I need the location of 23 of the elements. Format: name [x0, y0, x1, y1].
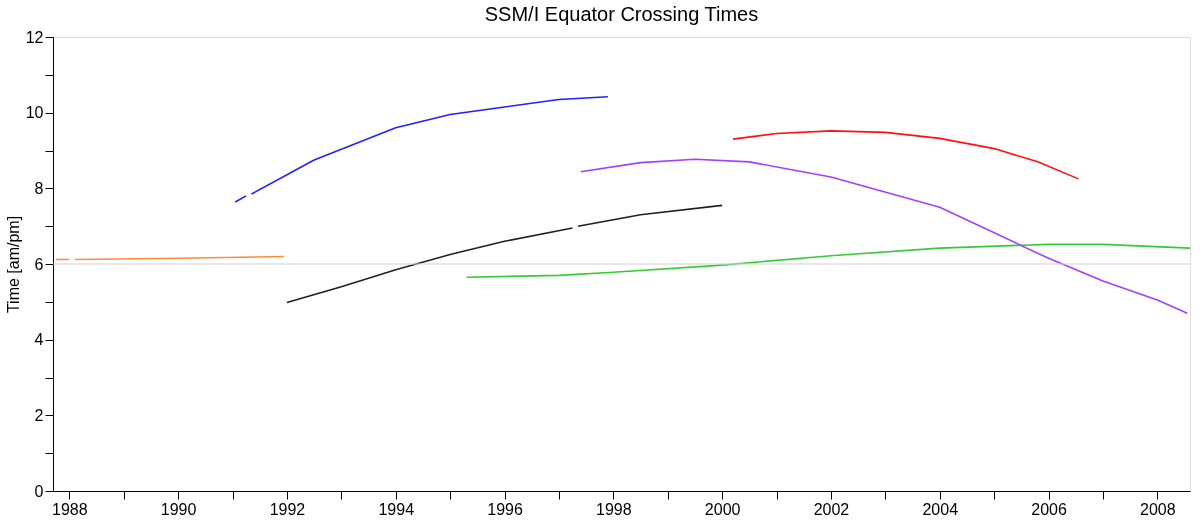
x-tick-label: 1996 — [487, 500, 523, 518]
y-tick-label: 4 — [34, 331, 44, 349]
x-tick-label: 2000 — [704, 500, 741, 518]
x-tick-label: 2004 — [922, 500, 959, 518]
y-tick-label: 12 — [25, 28, 44, 46]
y-tick-label: 10 — [25, 104, 44, 122]
x-tick-label: 2002 — [813, 500, 850, 518]
x-tick-label: 1992 — [269, 500, 306, 518]
chart-title: SSM/I Equator Crossing Times — [484, 3, 759, 25]
y-tick-label: 0 — [34, 482, 44, 500]
y-tick-label: 8 — [34, 179, 44, 197]
x-tick-label: 2006 — [1031, 500, 1067, 518]
line-series — [465, 243, 1191, 279]
y-tick-label: 6 — [34, 255, 44, 273]
y-tick-label: 2 — [34, 406, 44, 424]
x-tick-label: 2008 — [1140, 500, 1176, 518]
x-tick-label: 1998 — [596, 500, 632, 518]
x-tick-label: 1994 — [378, 500, 415, 518]
y-axis-title: Time [am/pm] — [4, 215, 22, 314]
line-series — [579, 158, 1189, 314]
x-tick-label: 1988 — [52, 500, 88, 518]
line-series — [732, 130, 1080, 180]
x-tick-label: 1990 — [160, 500, 197, 518]
